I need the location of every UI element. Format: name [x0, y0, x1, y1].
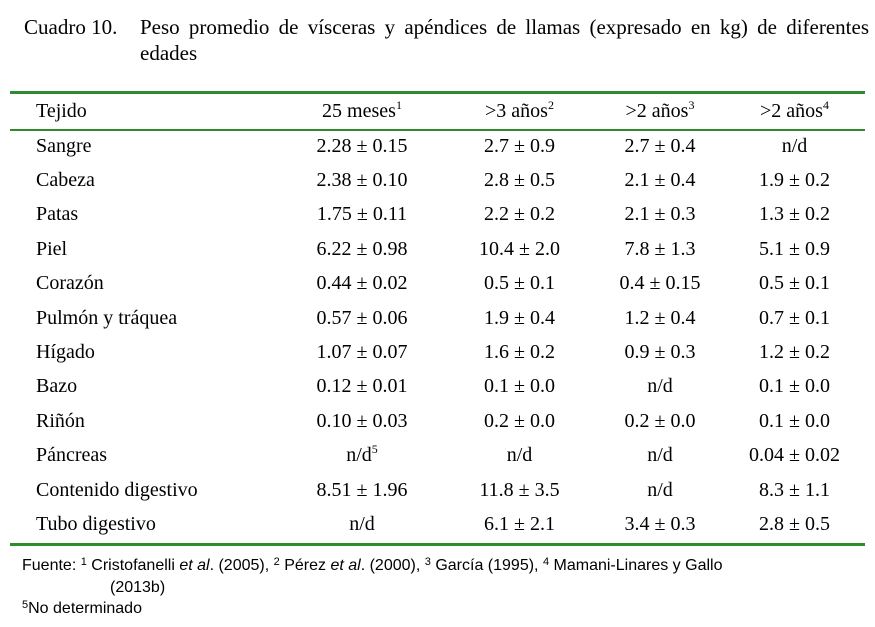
header-tejido: Tejido — [36, 100, 87, 122]
tissue-cell: Piel — [36, 237, 68, 260]
tissue-cell: Hígado — [36, 341, 95, 364]
tissue-cell: Cabeza — [36, 169, 95, 192]
table-row: Páncreas n/d5 n/d n/d 0.04 ± 0.02 — [10, 439, 865, 473]
header-mas-2-anos-b: >2 años4 — [760, 98, 829, 122]
table-row: Tubo digestivo n/d 6.1 ± 2.1 3.4 ± 0.3 2… — [10, 507, 865, 541]
table-top-rule — [10, 91, 865, 94]
value-cell: 1.9 ± 0.4 — [484, 306, 555, 329]
header-mas-3-anos: >3 años2 — [485, 98, 554, 122]
value-cell: 1.07 ± 0.07 — [316, 341, 408, 364]
value-cell: 0.1 ± 0.0 — [759, 375, 830, 398]
value-cell: 0.12 ± 0.01 — [316, 375, 408, 398]
caption-title: Peso promedio de vísceras y apéndices de… — [140, 15, 869, 65]
value-cell: 0.1 ± 0.0 — [484, 375, 555, 398]
value-cell: 2.1 ± 0.3 — [624, 203, 696, 226]
value-cell: 2.1 ± 0.4 — [624, 169, 696, 192]
value-cell: 1.75 ± 0.11 — [316, 203, 408, 226]
table-row: Hígado 1.07 ± 0.07 1.6 ± 0.2 0.9 ± 0.3 1… — [10, 335, 865, 369]
table-header-row: Tejido 25 meses1 >3 años2 >2 años3 >2 añ… — [10, 94, 865, 129]
table-row: Corazón 0.44 ± 0.02 0.5 ± 0.1 0.4 ± 0.15… — [10, 267, 865, 301]
value-cell: 2.7 ± 0.9 — [484, 134, 555, 157]
value-cell: n/d — [647, 478, 673, 501]
value-cell: 10.4 ± 2.0 — [479, 237, 560, 260]
value-cell: 6.22 ± 0.98 — [316, 237, 408, 260]
value-cell: 11.8 ± 3.5 — [479, 478, 560, 501]
value-cell: 2.7 ± 0.4 — [624, 134, 696, 157]
value-cell: 0.4 ± 0.15 — [619, 272, 701, 295]
value-cell: 1.2 ± 0.2 — [759, 341, 830, 364]
value-cell: n/d5 — [346, 442, 378, 467]
value-cell: 5.1 ± 0.9 — [759, 237, 830, 260]
tissue-cell: Patas — [36, 203, 79, 226]
value-cell: 0.7 ± 0.1 — [759, 306, 830, 329]
caption-number: Cuadro 10. — [24, 15, 118, 39]
value-cell: 0.9 ± 0.3 — [624, 341, 696, 364]
value-cell: n/d — [349, 512, 375, 535]
data-table: Tejido 25 meses1 >3 años2 >2 años3 >2 añ… — [10, 94, 865, 542]
table-row: Patas 1.75 ± 0.11 2.2 ± 0.2 2.1 ± 0.3 1.… — [10, 198, 865, 232]
table-row: Pulmón y tráquea 0.57 ± 0.06 1.9 ± 0.4 1… — [10, 301, 865, 335]
value-cell: 0.04 ± 0.02 — [749, 444, 840, 467]
tissue-cell: Corazón — [36, 272, 104, 295]
value-cell: 1.3 ± 0.2 — [759, 203, 830, 226]
value-cell: 1.9 ± 0.2 — [759, 169, 830, 192]
value-cell: 2.2 ± 0.2 — [484, 203, 555, 226]
value-cell: 2.8 ± 0.5 — [759, 512, 830, 535]
value-cell: 7.8 ± 1.3 — [624, 237, 696, 260]
tissue-cell: Riñón — [36, 409, 85, 432]
header-25-meses: 25 meses1 — [322, 98, 402, 122]
value-cell: 0.2 ± 0.0 — [484, 409, 555, 432]
value-cell: 0.10 ± 0.03 — [316, 409, 408, 432]
table-row: Sangre 2.28 ± 0.15 2.7 ± 0.9 2.7 ± 0.4 n… — [10, 129, 865, 163]
value-cell: 2.38 ± 0.10 — [316, 169, 408, 192]
value-cell: 0.5 ± 0.1 — [759, 272, 830, 295]
value-cell: n/d — [647, 444, 673, 467]
value-cell: n/d — [781, 134, 808, 157]
tissue-cell: Páncreas — [36, 444, 108, 467]
source-2: Pérez et al. (2000), — [284, 557, 421, 574]
value-cell: 8.3 ± 1.1 — [759, 478, 830, 501]
table-row: Cabeza 2.38 ± 0.10 2.8 ± 0.5 2.1 ± 0.4 1… — [10, 163, 865, 197]
value-cell: 3.4 ± 0.3 — [624, 512, 696, 535]
value-cell: 8.51 ± 1.96 — [316, 478, 408, 501]
source-1: Cristofanelli et al. (2005), — [91, 557, 270, 574]
header-mas-2-anos-a: >2 años3 — [625, 98, 695, 122]
value-cell: 6.1 ± 2.1 — [484, 512, 555, 535]
table-row: Bazo 0.12 ± 0.01 0.1 ± 0.0 n/d 0.1 ± 0.0 — [10, 370, 865, 404]
table-row: Contenido digestivo 8.51 ± 1.96 11.8 ± 3… — [10, 473, 865, 507]
tissue-cell: Bazo — [36, 375, 78, 398]
source-3: García (1995), — [435, 557, 539, 574]
table-row: Piel 6.22 ± 0.98 10.4 ± 2.0 7.8 ± 1.3 5.… — [10, 232, 865, 266]
tissue-cell: Tubo digestivo — [36, 512, 156, 535]
value-cell: 2.28 ± 0.15 — [316, 134, 408, 157]
nd-footnote: 5No determinado — [22, 599, 142, 617]
tissue-cell: Pulmón y tráquea — [36, 306, 178, 329]
value-cell: 0.1 ± 0.0 — [759, 409, 830, 432]
value-cell: 0.57 ± 0.06 — [316, 306, 408, 329]
tissue-cell: Contenido digestivo — [36, 478, 198, 501]
source-footnote-continuation: (2013b) — [110, 579, 166, 596]
value-cell: 0.5 ± 0.1 — [484, 272, 555, 295]
footnote-label: Fuente: — [22, 557, 77, 574]
value-cell: n/d — [506, 444, 533, 467]
table-header-rule — [10, 129, 865, 131]
tissue-cell: Sangre — [36, 134, 92, 157]
value-cell: 0.44 ± 0.02 — [316, 272, 408, 295]
table-row: Riñón 0.10 ± 0.03 0.2 ± 0.0 0.2 ± 0.0 0.… — [10, 404, 865, 438]
value-cell: n/d — [647, 375, 673, 398]
value-cell: 1.2 ± 0.4 — [624, 306, 696, 329]
value-cell: 0.2 ± 0.0 — [624, 409, 696, 432]
value-cell: 1.6 ± 0.2 — [484, 341, 555, 364]
source-4: Mamani-Linares y Gallo — [553, 557, 723, 574]
table-bottom-rule — [10, 543, 865, 546]
value-cell: 2.8 ± 0.5 — [484, 169, 555, 192]
source-footnote: Fuente: 1 Cristofanelli et al. (2005), 2… — [22, 556, 723, 574]
